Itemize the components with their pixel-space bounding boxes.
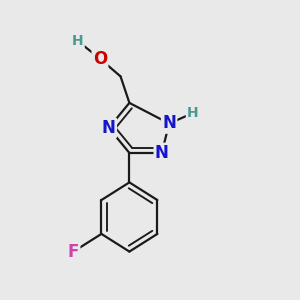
Text: F: F [68, 243, 79, 261]
Text: H: H [72, 34, 84, 48]
Text: N: N [102, 119, 116, 137]
Text: O: O [93, 50, 107, 68]
Text: N: N [162, 115, 176, 133]
Text: H: H [187, 106, 199, 120]
Text: N: N [155, 144, 169, 162]
